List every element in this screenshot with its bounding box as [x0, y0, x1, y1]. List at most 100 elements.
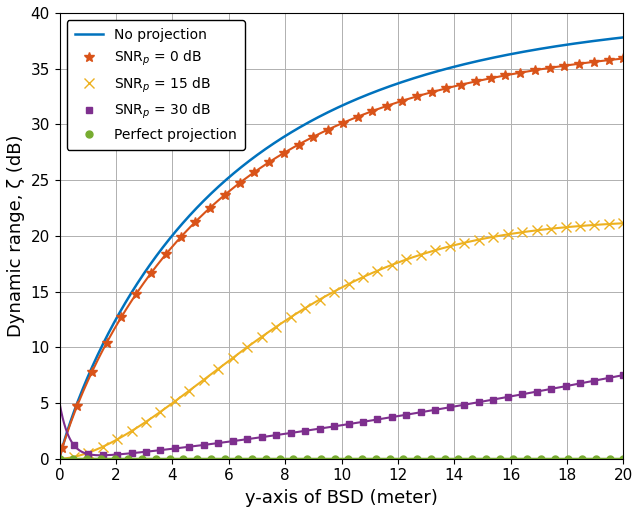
SNR$_p$ = 30 dB: [504, 394, 511, 400]
Perfect projection: [386, 456, 394, 462]
SNR$_p$ = 0 dB: [354, 114, 362, 120]
SNR$_p$ = 0 dB: [383, 103, 391, 109]
SNR$_p$ = 30 dB: [446, 404, 454, 410]
Perfect projection: [496, 456, 504, 462]
SNR$_p$ = 15 dB: [186, 388, 193, 394]
SNR$_p$ = 0 dB: [442, 85, 450, 91]
Perfect projection: [413, 456, 421, 462]
SNR$_p$ = 0 dB: [324, 126, 332, 133]
SNR$_p$ = 0 dB: [103, 340, 111, 346]
Perfect projection: [303, 456, 311, 462]
Perfect projection: [262, 456, 269, 462]
No projection: [620, 34, 627, 41]
Perfect projection: [372, 456, 380, 462]
SNR$_p$ = 15 dB: [113, 436, 121, 443]
SNR$_p$ = 15 dB: [518, 229, 526, 235]
SNR$_p$ = 0 dB: [295, 141, 303, 148]
SNR$_p$ = 15 dB: [417, 251, 425, 258]
Perfect projection: [289, 456, 297, 462]
SNR$_p$ = 15 dB: [128, 428, 136, 434]
SNR$_p$ = 30 dB: [243, 436, 251, 442]
Perfect projection: [606, 456, 614, 462]
Perfect projection: [166, 456, 173, 462]
No projection: [272, 139, 280, 145]
SNR$_p$ = 15 dB: [562, 224, 570, 230]
SNR$_p$ = 0 dB: [132, 291, 140, 297]
SNR$_p$ = 0 dB: [590, 59, 598, 65]
SNR$_p$ = 0 dB: [265, 159, 273, 165]
SNR$_p$ = 0 dB: [280, 150, 288, 156]
SNR$_p$ = 15 dB: [171, 398, 179, 405]
No projection: [120, 302, 128, 308]
Perfect projection: [221, 456, 228, 462]
SNR$_p$ = 15 dB: [620, 220, 627, 226]
SNR$_p$ = 30 dB: [403, 412, 410, 418]
SNR$_p$ = 0 dB: [74, 403, 81, 409]
Perfect projection: [358, 456, 366, 462]
Perfect projection: [234, 456, 242, 462]
SNR$_p$ = 15 dB: [345, 281, 353, 287]
SNR$_p$ = 0 dB: [191, 219, 199, 225]
SNR$_p$ = 0 dB: [369, 108, 376, 114]
Perfect projection: [620, 456, 627, 462]
SNR$_p$ = 0 dB: [531, 67, 539, 74]
SNR$_p$ = 15 dB: [403, 256, 410, 263]
Perfect projection: [482, 456, 490, 462]
Perfect projection: [70, 456, 77, 462]
SNR$_p$ = 15 dB: [504, 231, 511, 237]
SNR$_p$ = 30 dB: [84, 451, 92, 457]
SNR$_p$ = 30 dB: [113, 451, 121, 457]
SNR$_p$ = 15 dB: [576, 223, 584, 229]
SNR$_p$ = 0 dB: [398, 98, 406, 104]
SNR$_p$ = 30 dB: [591, 378, 598, 384]
SNR$_p$ = 15 dB: [84, 450, 92, 456]
Line: SNR$_p$ = 30 dB: SNR$_p$ = 30 dB: [70, 372, 627, 459]
Legend: No projection, SNR$_p$ = 0 dB, SNR$_p$ = 15 dB, SNR$_p$ = 30 dB, Perfect project: No projection, SNR$_p$ = 0 dB, SNR$_p$ =…: [67, 20, 245, 150]
Perfect projection: [399, 456, 407, 462]
SNR$_p$ = 15 dB: [214, 365, 222, 372]
SNR$_p$ = 30 dB: [99, 452, 106, 458]
Perfect projection: [97, 456, 105, 462]
SNR$_p$ = 0 dB: [59, 445, 67, 451]
SNR$_p$ = 0 dB: [486, 75, 494, 81]
SNR$_p$ = 15 dB: [243, 344, 251, 350]
SNR$_p$ = 15 dB: [605, 221, 613, 227]
SNR$_p$ = 15 dB: [330, 288, 338, 295]
No projection: [296, 124, 304, 130]
SNR$_p$ = 0 dB: [250, 169, 258, 175]
Perfect projection: [564, 456, 572, 462]
SNR$_p$ = 0 dB: [502, 72, 509, 79]
Perfect projection: [180, 456, 188, 462]
Perfect projection: [193, 456, 201, 462]
SNR$_p$ = 0 dB: [339, 120, 347, 126]
SNR$_p$ = 15 dB: [70, 454, 77, 460]
SNR$_p$ = 0 dB: [413, 94, 420, 100]
SNR$_p$ = 15 dB: [374, 268, 381, 274]
SNR$_p$ = 15 dB: [301, 305, 309, 311]
SNR$_p$ = 30 dB: [547, 386, 555, 392]
SNR$_p$ = 0 dB: [162, 251, 170, 258]
SNR$_p$ = 0 dB: [546, 65, 554, 71]
SNR$_p$ = 30 dB: [431, 407, 439, 413]
SNR$_p$ = 30 dB: [214, 440, 222, 446]
SNR$_p$ = 15 dB: [316, 297, 323, 303]
X-axis label: y-axis of BSD (meter): y-axis of BSD (meter): [245, 489, 438, 507]
SNR$_p$ = 30 dB: [330, 424, 338, 430]
SNR$_p$ = 15 dB: [359, 274, 367, 280]
SNR$_p$ = 15 dB: [287, 314, 294, 320]
Perfect projection: [454, 456, 462, 462]
Perfect projection: [276, 456, 284, 462]
SNR$_p$ = 0 dB: [118, 314, 125, 320]
SNR$_p$ = 30 dB: [200, 442, 208, 448]
SNR$_p$ = 30 dB: [374, 416, 381, 423]
Perfect projection: [317, 456, 324, 462]
SNR$_p$ = 30 dB: [301, 428, 309, 434]
SNR$_p$ = 30 dB: [359, 419, 367, 425]
Perfect projection: [537, 456, 545, 462]
Perfect projection: [83, 456, 91, 462]
Perfect projection: [125, 456, 132, 462]
Perfect projection: [427, 456, 435, 462]
SNR$_p$ = 15 dB: [532, 227, 540, 233]
SNR$_p$ = 15 dB: [99, 444, 106, 450]
No projection: [56, 455, 63, 462]
